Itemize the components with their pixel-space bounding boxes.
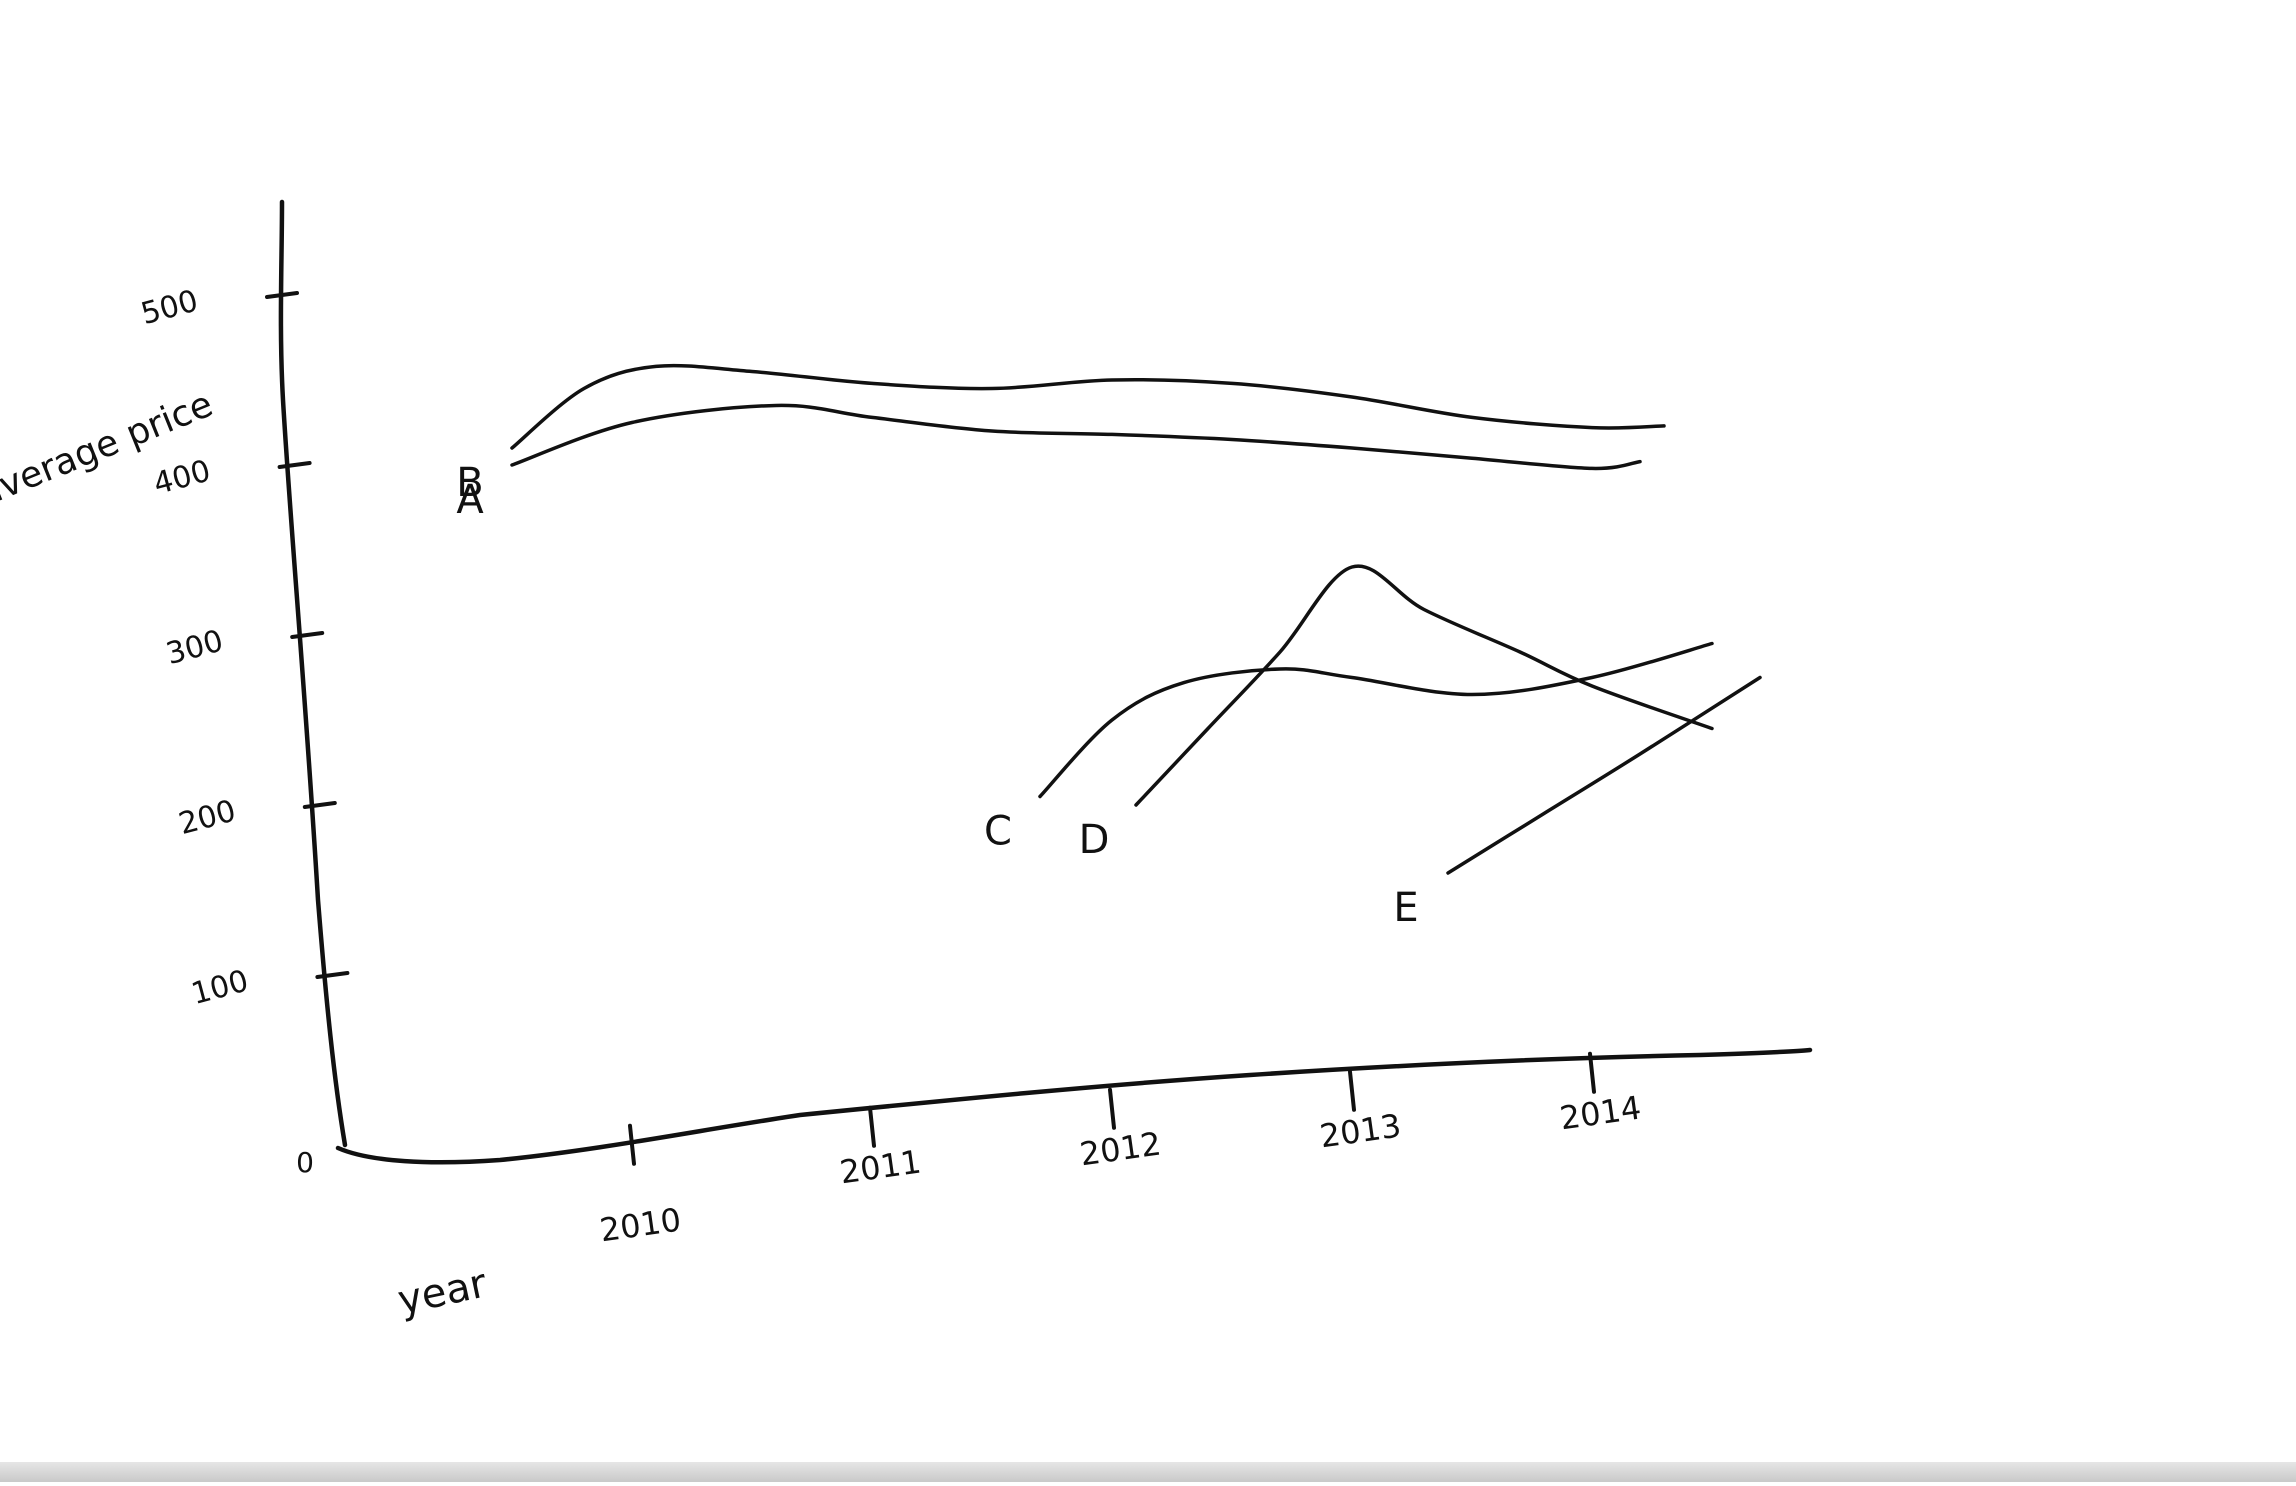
series-b-label: B xyxy=(456,460,483,506)
series-a-line xyxy=(510,403,1642,471)
origin-label: 0 xyxy=(296,1146,314,1179)
y-tick-mark xyxy=(277,461,312,469)
series-e-line xyxy=(1446,675,1762,875)
y-tick-label: 200 xyxy=(175,794,239,843)
x-tick-label: 2011 xyxy=(838,1142,924,1191)
chart-labels: 0 year average price 100 200 300 400 500 2010… xyxy=(0,284,1643,1325)
x-tick-label: 2013 xyxy=(1318,1106,1404,1155)
series-lines xyxy=(510,363,1762,875)
y-axis-line xyxy=(278,199,348,1148)
y-tick-mark xyxy=(302,801,337,809)
x-tick-mark xyxy=(1108,1087,1116,1130)
series-a-label: A xyxy=(456,477,484,523)
series-d-line xyxy=(1134,564,1714,807)
y-tick-mark xyxy=(315,971,350,979)
y-tick-mark xyxy=(290,631,325,639)
y-tick-label: 400 xyxy=(150,454,214,503)
axis-ticks xyxy=(265,291,1596,1166)
series-b-line xyxy=(510,363,1666,450)
x-axis-title: year xyxy=(394,1260,491,1324)
series-d-label: D xyxy=(1079,817,1110,863)
x-tick-mark xyxy=(1348,1069,1356,1112)
y-tick-mark xyxy=(265,291,299,299)
x-tick-label: 2014 xyxy=(1558,1088,1644,1137)
x-tick-label: 2012 xyxy=(1078,1124,1164,1173)
x-tick-mark xyxy=(628,1123,636,1166)
y-tick-label: 100 xyxy=(188,964,252,1013)
x-axis-line xyxy=(335,1047,1813,1165)
series-c-label: C xyxy=(984,809,1012,855)
axes xyxy=(278,199,1813,1165)
y-tick-label: 500 xyxy=(137,284,201,333)
series-e-label: E xyxy=(1393,885,1418,931)
y-axis-title: average price xyxy=(0,384,219,515)
x-tick-mark xyxy=(868,1105,876,1148)
x-tick-label: 2010 xyxy=(598,1200,684,1249)
scan-edge xyxy=(0,1462,2296,1482)
y-tick-label: 300 xyxy=(163,624,227,673)
series-c-line xyxy=(1038,641,1714,799)
x-tick-mark xyxy=(1588,1051,1596,1094)
